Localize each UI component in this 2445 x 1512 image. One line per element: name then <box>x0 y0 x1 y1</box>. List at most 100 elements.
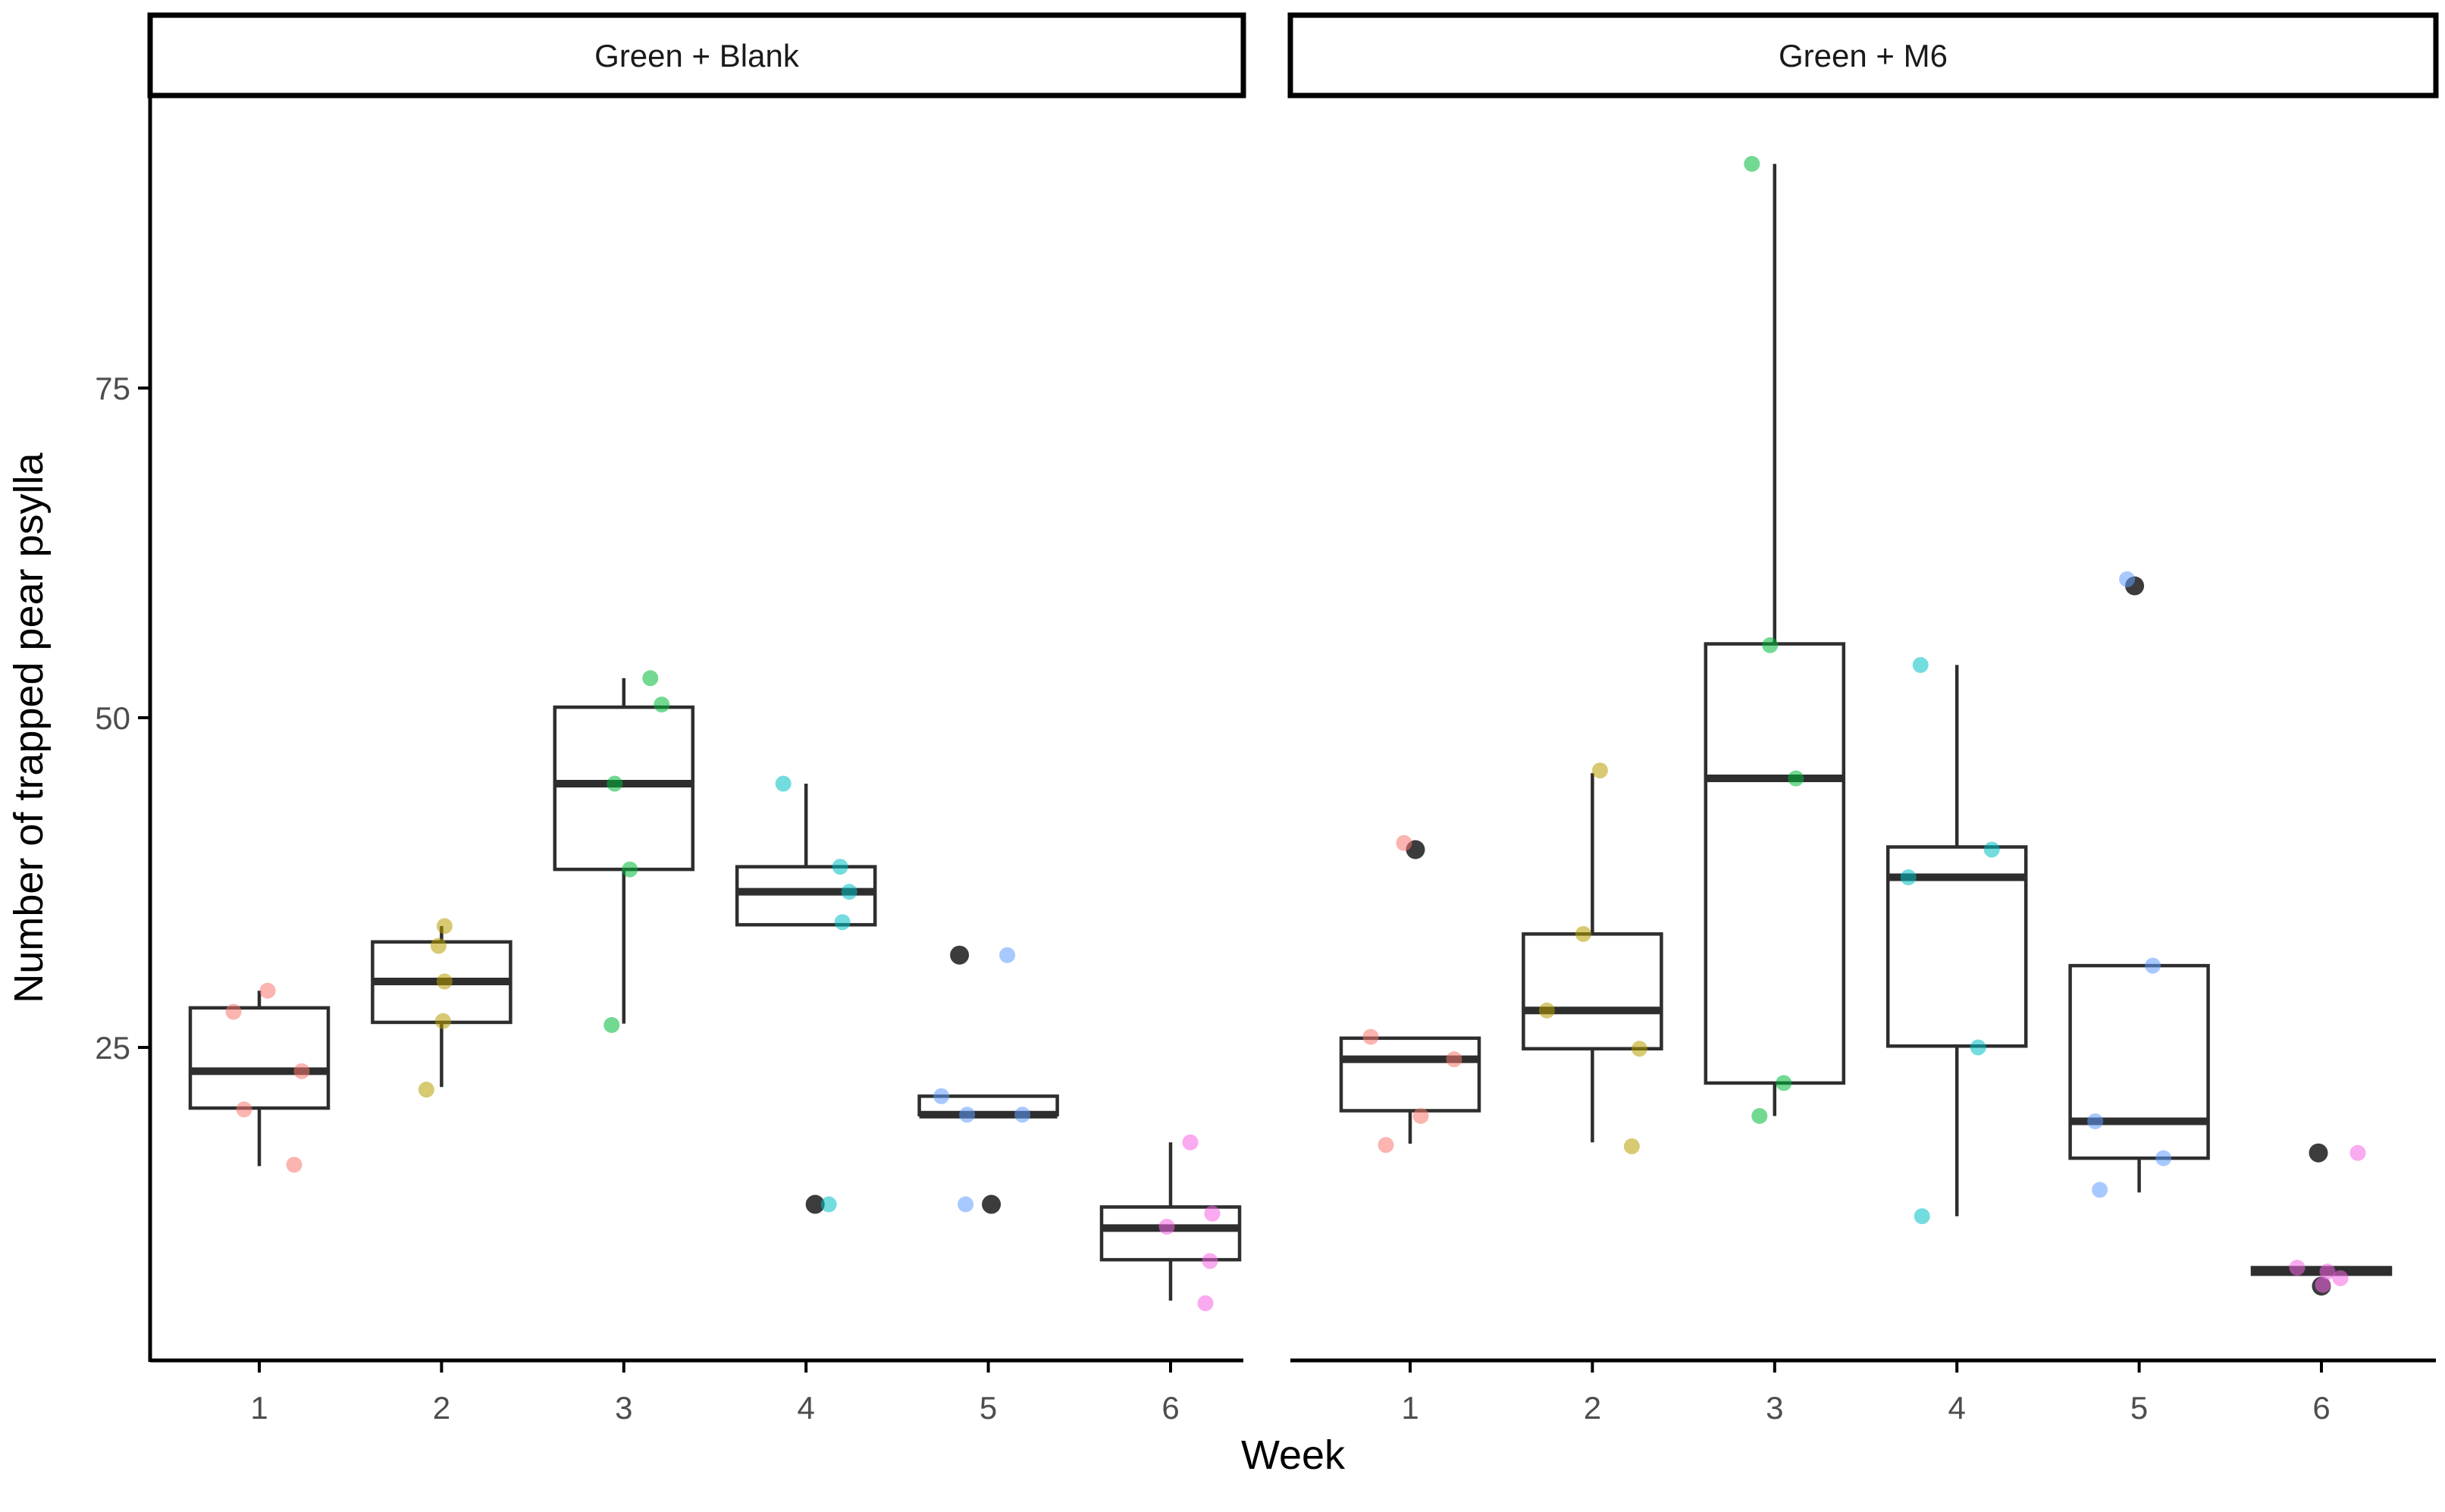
boxplot-week-1-facet-1 <box>1339 834 1481 1154</box>
jitter-point <box>2349 1144 2366 1161</box>
jitter-point <box>775 775 791 792</box>
jitter-point <box>225 1003 242 1020</box>
jitter-point <box>1776 1075 1792 1091</box>
jitter-point <box>1202 1253 1218 1269</box>
facet-strip-label: Green + M6 <box>1779 38 1948 74</box>
jitter-point <box>999 947 1016 963</box>
jitter-point <box>1362 1028 1379 1045</box>
y-tick-label: 25 <box>95 1030 130 1066</box>
iqr-box <box>1339 1036 1481 1113</box>
jitter-point <box>2155 1150 2172 1166</box>
x-tick-label: 6 <box>2312 1390 2330 1426</box>
jitter-point <box>2315 1276 2331 1293</box>
jitter-point <box>622 861 638 878</box>
facet-strip <box>1287 12 2439 99</box>
x-tick-label: 3 <box>615 1390 632 1426</box>
jitter-point <box>1014 1107 1031 1123</box>
x-tick-label: 5 <box>2130 1390 2148 1426</box>
jitter-point <box>1983 841 2000 858</box>
boxplot-week-4-facet-1 <box>1885 656 2028 1225</box>
jitter-point <box>832 859 848 875</box>
outlier-point <box>950 945 970 965</box>
x-axis-title: Week <box>1241 1432 1346 1478</box>
jitter-point <box>958 1196 974 1213</box>
jitter-point <box>1446 1051 1462 1068</box>
jitter-point <box>293 1063 310 1079</box>
x-tick-label: 1 <box>1401 1390 1418 1426</box>
boxplot-week-2-facet-0 <box>371 918 513 1098</box>
jitter-point <box>1751 1107 1768 1124</box>
jitter-point <box>1158 1219 1175 1235</box>
iqr-box <box>188 1006 331 1110</box>
outlier-point <box>2309 1143 2328 1163</box>
jitter-point <box>1538 1002 1555 1019</box>
jitter-point <box>959 1107 976 1123</box>
jitter-point <box>820 1196 837 1213</box>
jitter-point <box>1762 637 1779 653</box>
jitter-point <box>1914 1208 1930 1225</box>
jitter-point <box>1900 869 1917 886</box>
jitter-point <box>434 1013 451 1029</box>
jitter-point <box>1575 925 1591 942</box>
jitter-point <box>430 938 447 954</box>
jitter-point <box>1197 1295 1214 1312</box>
jitter-point <box>1182 1134 1199 1150</box>
outlier-point <box>982 1194 1002 1214</box>
x-tick-label: 2 <box>433 1390 450 1426</box>
iqr-box <box>1522 932 1663 1050</box>
jitter-point <box>2145 957 2161 974</box>
jitter-point <box>1204 1205 1221 1222</box>
jitter-point <box>933 1088 950 1104</box>
jitter-point <box>1744 155 1760 172</box>
boxplot-week-6-facet-0 <box>1099 1134 1242 1312</box>
jitter-point <box>607 775 623 792</box>
jitter-point <box>642 670 659 687</box>
y-axis-title: Number of trapped pear psylla <box>6 452 52 1003</box>
x-tick-label: 3 <box>1766 1390 1783 1426</box>
facet-strip-label: Green + Blank <box>594 38 800 74</box>
iqr-box <box>2068 963 2210 1160</box>
jitter-point <box>1623 1138 1640 1154</box>
iqr-box <box>1704 642 1846 1085</box>
jitter-point <box>2087 1113 2104 1129</box>
jitter-point <box>2319 1263 2336 1280</box>
jitter-point <box>1631 1041 1647 1057</box>
jitter-point <box>1591 762 1608 779</box>
jitter-point <box>1788 770 1804 787</box>
jitter-point <box>2332 1270 2349 1286</box>
boxplot-week-2-facet-1 <box>1522 762 1663 1154</box>
boxplot-week-5-facet-1 <box>2068 571 2210 1198</box>
jitter-point <box>286 1157 302 1173</box>
jitter-point <box>1412 1107 1429 1124</box>
boxplot-week-6-facet-1 <box>2250 1143 2393 1296</box>
jitter-point <box>1396 834 1412 851</box>
jitter-point <box>834 914 851 931</box>
boxplot-week-5-facet-0 <box>917 945 1059 1214</box>
iqr-box <box>553 705 695 872</box>
jitter-point <box>841 884 857 900</box>
boxplot-week-4-facet-0 <box>735 775 877 1214</box>
jitter-point <box>1970 1039 1986 1056</box>
outlier-point <box>805 1194 825 1214</box>
x-tick-label: 4 <box>798 1390 815 1426</box>
x-tick-label: 1 <box>250 1390 268 1426</box>
jitter-point <box>603 1016 620 1033</box>
jitter-point <box>259 982 276 999</box>
y-tick-label: 75 <box>95 371 130 406</box>
jitter-point <box>2092 1182 2108 1198</box>
jitter-point <box>2289 1260 2306 1276</box>
x-tick-label: 6 <box>1161 1390 1179 1426</box>
jitter-point <box>436 918 453 934</box>
jitter-point <box>1378 1137 1394 1154</box>
jitter-point <box>654 697 670 713</box>
x-tick-label: 2 <box>1584 1390 1601 1426</box>
x-tick-label: 4 <box>1948 1390 1966 1426</box>
jitter-point <box>436 973 453 990</box>
boxplot-week-3-facet-0 <box>553 670 695 1033</box>
x-tick-label: 5 <box>980 1390 997 1426</box>
y-tick-label: 50 <box>95 700 130 736</box>
facet-strip <box>147 12 1246 99</box>
